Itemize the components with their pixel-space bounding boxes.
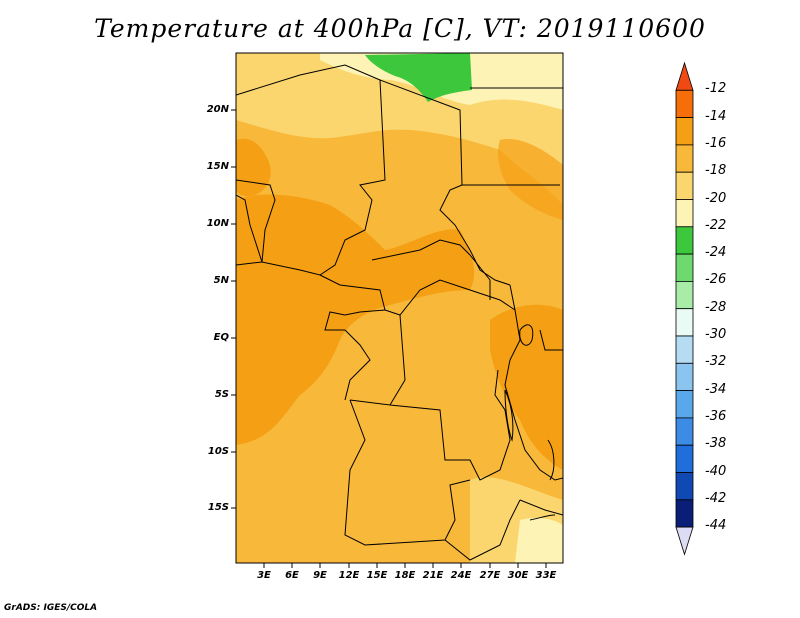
- colorbar-segment: [675, 280, 694, 310]
- lat-label-15s: 15S: [207, 502, 229, 513]
- colorbar-segment: [675, 526, 694, 556]
- lon-label-9e: 9E: [313, 570, 327, 581]
- lon-label-12e: 12E: [338, 570, 360, 581]
- temperature-field: [236, 53, 563, 563]
- lat-label-5n: 5N: [213, 275, 229, 286]
- lon-label-30e: 30E: [507, 570, 529, 581]
- colorbar-segment: [675, 362, 694, 391]
- colorbar-tick-label: -14: [705, 108, 727, 124]
- colorbar-segment: [675, 308, 694, 337]
- colorbar: [675, 61, 694, 556]
- colorbar-tick-label: -44: [705, 518, 727, 534]
- colorbar-tick-label: -12: [705, 81, 727, 97]
- colorbar-segment: [675, 61, 694, 91]
- colorbar-segment: [675, 171, 694, 200]
- colorbar-tick-label: -26: [705, 272, 727, 288]
- colorbar-segment: [675, 444, 694, 473]
- colorbar-tick-label: -40: [705, 463, 727, 479]
- axis-ticks: [231, 109, 547, 568]
- colorbar-segment: [675, 253, 694, 282]
- lon-label-21e: 21E: [422, 570, 444, 581]
- chart-title: Temperature at 400hPa [C], VT: 201911060…: [94, 14, 706, 43]
- colorbar-segment: [675, 226, 694, 255]
- colorbar-tick-label: -34: [705, 381, 727, 397]
- colorbar-tick-label: -42: [705, 490, 727, 506]
- colorbar-segment: [675, 472, 694, 501]
- lat-label-10n: 10N: [206, 218, 229, 229]
- colorbar-tick-label: -30: [705, 327, 727, 342]
- colorbar-segment: [675, 335, 694, 364]
- lon-label-27e: 27E: [479, 570, 501, 581]
- colorbar-tick-label: -32: [705, 354, 727, 370]
- footer-credit: GrADS: IGES/COLA: [4, 603, 98, 613]
- lon-label-18e: 18E: [394, 570, 416, 581]
- lat-label-eq: EQ: [213, 332, 229, 343]
- colorbar-tick-label: -18: [705, 163, 727, 179]
- lat-label-20n: 20N: [206, 104, 229, 115]
- lon-label-24e: 24E: [450, 570, 472, 581]
- colorbar-tick-label: -22: [705, 217, 727, 233]
- colorbar-segment: [675, 417, 694, 446]
- lon-label-6e: 6E: [285, 570, 299, 581]
- lon-label-15e: 15E: [366, 570, 388, 581]
- colorbar-segment: [675, 89, 694, 119]
- colorbar-segment: [675, 390, 694, 419]
- colorbar-segment: [675, 144, 694, 173]
- colorbar-tick-label: -38: [705, 436, 727, 452]
- colorbar-segment: [675, 117, 694, 146]
- lat-label-10s: 10S: [207, 446, 229, 457]
- lon-label-33e: 33E: [535, 570, 557, 581]
- colorbar-tick-label: -28: [705, 299, 727, 315]
- lon-label-3e: 3E: [257, 570, 271, 581]
- colorbar-segment: [675, 199, 694, 228]
- lat-label-15n: 15N: [206, 161, 229, 172]
- country-borders: [236, 64, 563, 561]
- colorbar-tick-label: -20: [705, 190, 727, 206]
- colorbar-tick-label: -36: [705, 408, 727, 424]
- colorbar-tick-label: -16: [705, 135, 727, 151]
- lat-label-5s: 5S: [214, 389, 229, 400]
- colorbar-tick-label: -24: [705, 245, 727, 261]
- colorbar-segment: [675, 499, 694, 528]
